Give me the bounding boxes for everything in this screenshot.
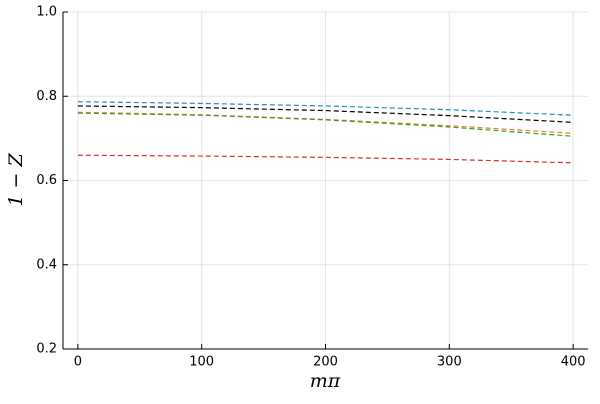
data-line	[77, 112, 574, 137]
x-tick-label: 200	[313, 355, 338, 370]
data-line	[77, 105, 574, 123]
x-tick-label: 0	[74, 355, 82, 370]
y-tick-label: 1.0	[36, 5, 57, 20]
x-axis-label: mπ	[310, 370, 341, 392]
y-tick-label: 0.8	[36, 89, 57, 104]
x-tick-label: 300	[437, 355, 462, 370]
y-tick-label: 0.6	[36, 173, 57, 188]
y-axis-label: 1 − Z	[5, 153, 27, 207]
data-line	[77, 101, 574, 116]
x-tick-label: 400	[561, 355, 586, 370]
data-line	[77, 154, 574, 164]
x-tick-label: 100	[189, 355, 214, 370]
y-tick-label: 0.4	[36, 257, 57, 272]
y-tick-label: 0.2	[36, 342, 57, 357]
